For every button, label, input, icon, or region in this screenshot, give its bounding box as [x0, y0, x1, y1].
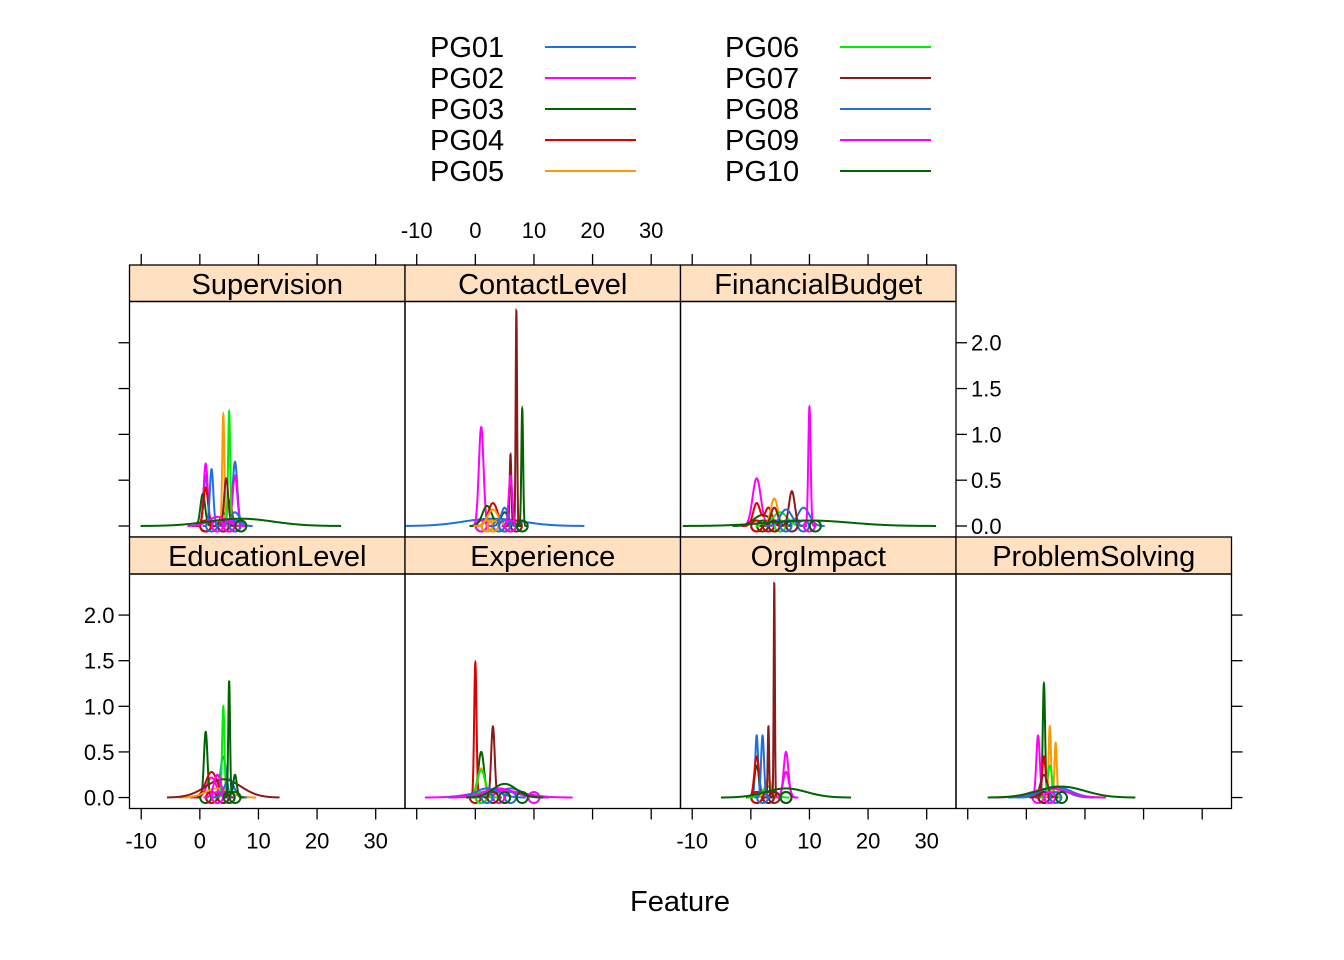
- density-curve-pg10: [682, 519, 937, 527]
- legend-label-pg03: PG03: [430, 94, 504, 126]
- y-tick-label: 0.0: [971, 514, 1002, 539]
- density-curve-pg10: [987, 785, 1136, 799]
- x-tick-label: 10: [522, 218, 546, 243]
- density-curve-pg07: [504, 307, 522, 527]
- density-curve-pg10: [465, 782, 544, 799]
- strip: [955, 536, 1233, 575]
- panel-border: [955, 573, 1233, 810]
- density-curve-pg09: [187, 515, 248, 527]
- y-tick-label: 1.0: [84, 694, 115, 719]
- legend-label-pg08: PG08: [725, 94, 799, 126]
- density-curve-pg07: [166, 778, 280, 799]
- density-curve-pg10: [516, 404, 529, 527]
- panel-orgimpact: OrgImpact: [679, 536, 957, 810]
- panel-border: [128, 573, 406, 810]
- x-tick-label: 20: [580, 218, 604, 243]
- legend-label-pg07: PG07: [725, 63, 799, 95]
- x-tick-label: -10: [125, 829, 157, 854]
- panel-border: [128, 300, 406, 538]
- x-tick-label: 0: [745, 829, 757, 854]
- legend-label-pg06: PG06: [725, 32, 799, 64]
- legend-label-pg02: PG02: [430, 63, 504, 95]
- density-curve-pg08: [490, 506, 519, 527]
- y-tick-label: 2.0: [84, 603, 115, 628]
- density-curve-pg04: [468, 659, 483, 799]
- strip: [404, 536, 682, 575]
- y-tick-label: 1.0: [971, 422, 1002, 447]
- legend-label-pg09: PG09: [725, 125, 799, 157]
- panel-border: [679, 300, 957, 538]
- strip-label: OrgImpact: [751, 541, 886, 573]
- density-curve-pg10: [140, 517, 342, 527]
- strip-label: FinancialBudget: [714, 269, 922, 301]
- strip-label: EducationLevel: [168, 541, 366, 573]
- density-curve-pg09: [775, 750, 797, 799]
- strip-label: ContactLevel: [458, 269, 627, 301]
- panel-border: [404, 300, 682, 538]
- density-curve-pg07: [762, 581, 780, 799]
- x-tick-label: 30: [914, 829, 938, 854]
- x-tick-label: -10: [401, 218, 433, 243]
- legend-label-pg05: PG05: [430, 156, 504, 188]
- y-tick-label: 0.5: [971, 468, 1002, 493]
- panel-problemsolving: ProblemSolving: [955, 536, 1233, 810]
- x-tick-label: 30: [639, 218, 663, 243]
- panel-supervision: Supervision: [128, 264, 406, 538]
- y-tick-label: 0.5: [84, 740, 115, 765]
- x-tick-label: 10: [246, 829, 270, 854]
- strip-label: ProblemSolving: [992, 541, 1195, 573]
- y-tick-label: 0.0: [84, 786, 115, 811]
- x-tick-label: -10: [676, 829, 708, 854]
- x-tick-label: 20: [305, 829, 329, 854]
- y-tick-label: 1.5: [84, 649, 115, 674]
- data-point-pg10: [779, 791, 793, 805]
- data-point-pg10: [498, 791, 512, 805]
- legend-label-pg04: PG04: [430, 125, 504, 157]
- density-curve-pg07: [1029, 773, 1058, 799]
- data-point-pg10: [234, 519, 248, 533]
- legend-label-pg10: PG10: [725, 156, 799, 188]
- density-curve-pg08: [764, 508, 808, 527]
- strip: [128, 536, 406, 575]
- data-point-pg10: [515, 519, 529, 533]
- x-tick-label: 10: [797, 829, 821, 854]
- panel-educationlevel: EducationLevel: [128, 536, 406, 810]
- data-point-pg10: [808, 519, 822, 533]
- axes: -10 0 10 20 30 -10 0 10 20 30 -10 0 10 20 30 0.0 0.0 0.5 0…: [84, 218, 1243, 854]
- density-curve-pg10: [720, 787, 852, 799]
- strip-label: Experience: [470, 541, 615, 573]
- data-point-pg10: [228, 791, 242, 805]
- y-tick-label: 1.5: [971, 377, 1002, 402]
- panel-contactlevel: ContactLevel: [404, 264, 682, 538]
- x-axis-title: Feature: [630, 886, 730, 918]
- data-point-pg10: [515, 791, 529, 805]
- data-point-pg08: [498, 519, 512, 533]
- panel-experience: Experience: [404, 536, 682, 810]
- panel-financialbudget: FinancialBudget: [679, 264, 957, 538]
- data-point-pg10: [222, 791, 236, 805]
- y-tick-label: 2.0: [971, 331, 1002, 356]
- density-curve-pg06: [747, 785, 790, 799]
- strip: [679, 264, 957, 303]
- data-point-pg08: [1049, 791, 1063, 805]
- x-tick-label: 0: [194, 829, 206, 854]
- strip-label: Supervision: [191, 269, 343, 301]
- panel-border: [404, 573, 682, 810]
- legend-label-pg01: PG01: [430, 32, 504, 64]
- x-tick-label: 30: [363, 829, 387, 854]
- panels: Supervision ContactLevel FinancialBudget Ed…: [128, 264, 1233, 810]
- data-point-pg10: [1055, 791, 1069, 805]
- strip: [679, 536, 957, 575]
- panel-border: [679, 573, 957, 810]
- x-tick-label: 0: [469, 218, 481, 243]
- x-tick-label: 20: [856, 829, 880, 854]
